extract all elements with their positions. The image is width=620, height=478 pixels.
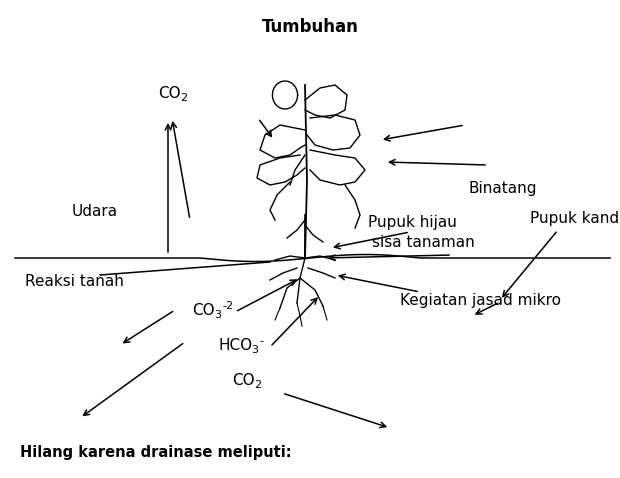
Text: 3: 3 bbox=[214, 310, 221, 320]
Text: Udara: Udara bbox=[72, 205, 118, 219]
Text: 2: 2 bbox=[180, 93, 187, 103]
Text: CO: CO bbox=[158, 86, 180, 101]
Text: HCO: HCO bbox=[218, 338, 252, 353]
Text: -2: -2 bbox=[222, 301, 233, 311]
Text: Reaksi tanah: Reaksi tanah bbox=[25, 274, 124, 290]
Text: Pupuk kandang: Pupuk kandang bbox=[530, 210, 620, 226]
Text: CO: CO bbox=[232, 373, 255, 388]
Text: 2: 2 bbox=[254, 380, 261, 390]
Text: sisa tanaman: sisa tanaman bbox=[372, 235, 475, 250]
Text: 3: 3 bbox=[251, 345, 258, 355]
Text: CO: CO bbox=[192, 303, 215, 318]
Text: Kegiatan jasad mikro: Kegiatan jasad mikro bbox=[400, 293, 561, 307]
Text: Tumbuhan: Tumbuhan bbox=[262, 18, 358, 36]
Text: -: - bbox=[259, 336, 263, 346]
Text: Hilang karena drainase meliputi:: Hilang karena drainase meliputi: bbox=[20, 445, 291, 460]
Text: Pupuk hijau: Pupuk hijau bbox=[368, 215, 457, 229]
Text: Binatang: Binatang bbox=[468, 181, 536, 196]
